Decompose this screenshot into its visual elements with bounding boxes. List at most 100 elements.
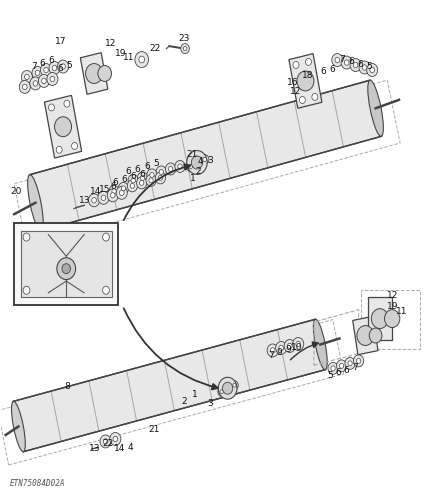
Circle shape: [21, 70, 33, 84]
Circle shape: [22, 84, 27, 89]
Circle shape: [293, 338, 304, 350]
Circle shape: [359, 61, 370, 74]
Text: 2: 2: [181, 396, 187, 406]
Circle shape: [98, 66, 112, 82]
Text: 11: 11: [123, 52, 135, 62]
Circle shape: [44, 68, 48, 72]
Circle shape: [175, 160, 185, 172]
Text: 15: 15: [98, 185, 110, 194]
Text: 6: 6: [121, 176, 127, 184]
Circle shape: [149, 178, 153, 183]
Circle shape: [50, 76, 55, 82]
Circle shape: [130, 184, 134, 188]
Circle shape: [297, 71, 314, 91]
Text: 3: 3: [207, 398, 213, 407]
Text: 19: 19: [115, 49, 126, 58]
Circle shape: [35, 70, 40, 76]
Circle shape: [119, 190, 124, 196]
Text: 6: 6: [329, 65, 335, 74]
Text: 17: 17: [55, 36, 67, 46]
Circle shape: [223, 382, 233, 394]
Circle shape: [101, 195, 106, 200]
FancyBboxPatch shape: [21, 230, 112, 296]
Circle shape: [47, 72, 58, 86]
Text: 6: 6: [134, 165, 140, 174]
Circle shape: [64, 100, 70, 107]
Circle shape: [103, 233, 110, 241]
Circle shape: [350, 58, 361, 71]
Circle shape: [158, 176, 163, 180]
Text: 6: 6: [40, 58, 45, 68]
Text: 14: 14: [90, 187, 101, 196]
Circle shape: [287, 343, 292, 348]
Circle shape: [233, 384, 236, 387]
Ellipse shape: [368, 80, 383, 136]
Text: 8: 8: [65, 382, 70, 391]
Circle shape: [127, 180, 137, 192]
Circle shape: [178, 164, 182, 169]
Circle shape: [139, 56, 145, 63]
Text: 2: 2: [195, 167, 201, 176]
Circle shape: [293, 62, 299, 68]
Text: ETN75084D02A: ETN75084D02A: [10, 478, 65, 488]
Text: 6: 6: [344, 366, 350, 375]
Circle shape: [276, 342, 287, 354]
Text: 7: 7: [31, 62, 36, 70]
Circle shape: [41, 64, 51, 76]
Polygon shape: [13, 320, 325, 452]
Text: 6: 6: [112, 178, 118, 187]
Text: 7: 7: [339, 54, 345, 64]
Text: 9: 9: [276, 348, 282, 357]
Text: 23: 23: [178, 34, 190, 42]
Circle shape: [42, 78, 46, 84]
Polygon shape: [45, 96, 82, 158]
Circle shape: [345, 60, 349, 66]
Circle shape: [52, 66, 57, 70]
Circle shape: [146, 174, 156, 186]
Text: 5: 5: [366, 62, 372, 71]
Ellipse shape: [313, 320, 327, 370]
Circle shape: [372, 308, 388, 328]
Text: 7: 7: [268, 351, 274, 360]
Circle shape: [220, 390, 223, 394]
Polygon shape: [289, 54, 322, 108]
Circle shape: [110, 432, 121, 446]
Circle shape: [218, 387, 226, 396]
Circle shape: [116, 186, 127, 200]
Circle shape: [335, 58, 340, 63]
Text: 10: 10: [291, 344, 302, 352]
Circle shape: [200, 154, 209, 164]
Circle shape: [369, 328, 382, 343]
Circle shape: [357, 358, 361, 364]
Circle shape: [367, 64, 378, 76]
Circle shape: [71, 142, 77, 150]
Text: 6: 6: [110, 182, 116, 192]
Circle shape: [109, 186, 119, 198]
Circle shape: [328, 362, 338, 374]
Text: 16: 16: [286, 78, 298, 88]
Text: 22: 22: [102, 440, 113, 448]
Circle shape: [203, 158, 206, 162]
Circle shape: [362, 65, 367, 70]
Circle shape: [23, 233, 30, 241]
Text: 6: 6: [348, 57, 354, 66]
Circle shape: [39, 74, 50, 88]
Circle shape: [270, 348, 275, 353]
Text: 9: 9: [285, 346, 291, 354]
Circle shape: [150, 172, 154, 178]
Circle shape: [341, 56, 352, 69]
Ellipse shape: [12, 402, 25, 452]
Circle shape: [121, 186, 125, 191]
Text: 6: 6: [335, 368, 341, 378]
Circle shape: [155, 172, 166, 184]
Circle shape: [30, 77, 41, 90]
Circle shape: [189, 164, 193, 168]
Text: 5: 5: [66, 61, 72, 70]
Circle shape: [312, 94, 318, 100]
Circle shape: [156, 166, 166, 178]
Text: 6: 6: [130, 172, 136, 182]
Circle shape: [100, 435, 111, 448]
Circle shape: [191, 156, 202, 169]
Text: 18: 18: [302, 72, 314, 80]
Circle shape: [107, 189, 118, 202]
